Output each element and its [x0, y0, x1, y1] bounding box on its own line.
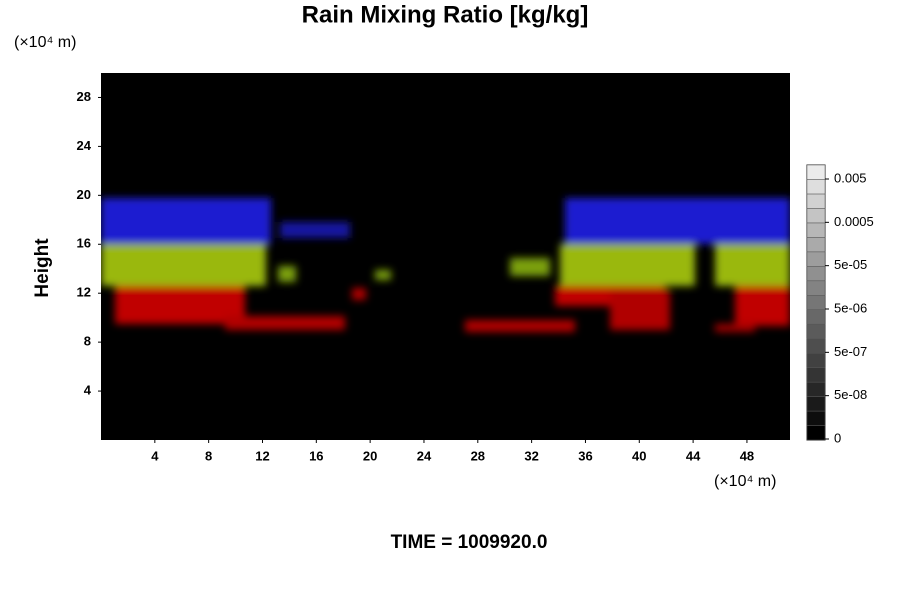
colorbar-tick-label: 5e-07 — [834, 344, 867, 359]
x-tick-label: 20 — [363, 448, 377, 463]
y-tick-label: 20 — [77, 187, 91, 202]
colorbar-band — [806, 164, 826, 180]
colorbar-band — [806, 323, 826, 339]
colorbar-band — [806, 193, 826, 209]
colorbar-band — [806, 237, 826, 253]
x-tick-label: 4 — [151, 448, 159, 463]
colorbar-band — [806, 295, 826, 310]
y-tick-label: 8 — [84, 334, 91, 349]
x-tick-label: 32 — [524, 448, 538, 463]
y-axis-label: Height — [32, 238, 53, 298]
colorbar-tick-label: 5e-06 — [834, 300, 867, 315]
y-tick-label: 4 — [84, 383, 92, 398]
colorbar-tick-label: 0.005 — [834, 170, 867, 185]
colorbar-band — [806, 352, 826, 368]
colorbar-tick-label: 0.0005 — [834, 214, 874, 229]
colorbar-band — [806, 396, 826, 412]
colorbar-band — [806, 222, 826, 238]
y-tick-label: 16 — [77, 236, 91, 251]
y-tick-label: 24 — [77, 138, 92, 153]
y-tick-label: 28 — [77, 89, 91, 104]
time-label: TIME = 1009920.0 — [391, 532, 548, 553]
field — [101, 198, 790, 332]
x-tick-label: 28 — [471, 448, 485, 463]
colorbar-tick-label: 0 — [834, 430, 841, 445]
x-unit: (×10⁴ m) — [714, 473, 776, 490]
colorbar-band — [806, 410, 826, 426]
colorbar-band — [806, 338, 826, 354]
colorbar-band — [806, 179, 826, 195]
x-tick-label: 24 — [417, 448, 432, 463]
colorbar-band — [806, 280, 826, 296]
colorbar-band — [806, 425, 826, 441]
colorbar-band — [806, 251, 826, 267]
x-tick-label: 8 — [205, 448, 212, 463]
x-tick-label: 36 — [578, 448, 592, 463]
x-tick-label: 16 — [309, 448, 323, 463]
colorbar-band — [806, 381, 826, 397]
colorbar-tick-label: 5e-08 — [834, 387, 867, 402]
colorbar-band — [806, 208, 826, 224]
x-tick-label: 48 — [740, 448, 754, 463]
colorbar-band — [806, 309, 826, 325]
colorbar-band — [806, 367, 826, 383]
colorbar-band — [806, 266, 826, 282]
chart-title: Rain Mixing Ratio [kg/kg] — [302, 1, 589, 28]
y-unit: (×10⁴ m) — [14, 34, 76, 51]
x-tick-label: 12 — [255, 448, 269, 463]
x-tick-label: 44 — [686, 448, 701, 463]
x-tick-label: 40 — [632, 448, 646, 463]
colorbar-tick-label: 5e-05 — [834, 257, 867, 272]
y-tick-label: 12 — [77, 285, 91, 300]
